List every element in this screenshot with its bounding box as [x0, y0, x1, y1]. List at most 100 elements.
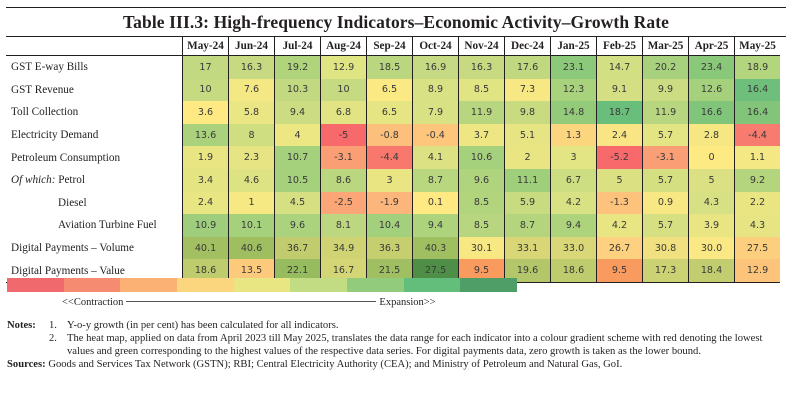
heatmap-cell: 5 [688, 168, 735, 192]
heatmap-cell: 4.6 [228, 168, 275, 192]
heatmap-cell: 8.5 [458, 191, 505, 215]
heatmap-cell: 4.3 [688, 191, 735, 215]
heatmap-cell: 13.6 [182, 123, 229, 147]
heatmap-cell: 4.2 [596, 214, 643, 237]
row-label: Aviation Turbine Fuel [6, 214, 183, 237]
heatmap-cell: 0 [688, 146, 735, 169]
row-label: Diesel [6, 192, 183, 215]
table-title-bar: Table III.3: High-frequency Indicators–E… [6, 7, 786, 37]
column-header: Dec-24 [504, 36, 551, 56]
table-row: Aviation Turbine Fuel 10.9 10.1 9.6 8.1 10.4 9… [6, 214, 780, 237]
heatmap-cell: 11.1 [504, 168, 551, 192]
heatmap-cell: 8.1 [320, 214, 367, 237]
heatmap-cell: 5.7 [642, 123, 689, 147]
heatmap-cell: 11.9 [642, 101, 689, 124]
legend-swatch [233, 278, 291, 292]
heatmap-cell: -5.2 [596, 146, 643, 169]
heatmap-cell: 3.6 [182, 101, 229, 124]
heatmap-cell: 1.3 [550, 123, 597, 147]
sources-text: Goods and Services Tax Network (GSTN); R… [48, 359, 623, 371]
heatmap-cell: 16.4 [734, 101, 780, 124]
row-label: Digital Payments – Volume [6, 237, 183, 260]
heatmap-cell: 18.4 [688, 259, 735, 283]
heatmap-cell: 12.6 [688, 78, 735, 102]
row-label-text: GST Revenue [11, 83, 74, 96]
heatmap-cell: 33.1 [504, 236, 551, 260]
heatmap-cell: 9.5 [458, 259, 505, 283]
table-row: GST Revenue 10 7.6 10.3 10 6.5 8.9 8.5 7.3 12.3 9.… [6, 78, 780, 102]
row-label: GST Revenue [6, 79, 183, 102]
heatmap-cell: 40.6 [228, 236, 275, 260]
heatmap-cell: 8.7 [412, 168, 459, 192]
heatmap-cell: 8 [228, 123, 275, 147]
heatmap-cell: -1.3 [596, 191, 643, 215]
row-label-text: Aviation Turbine Fuel [58, 219, 157, 232]
heatmap-cell: 22.1 [274, 259, 321, 283]
legend-dash-line [126, 300, 377, 302]
heatmap-cell: 9.4 [550, 214, 597, 237]
heatmap-cell: 12.9 [734, 259, 780, 283]
table-row: Digital Payments – Volume 40.1 40.6 36.7 34.… [6, 236, 780, 260]
heatmap-cell: 16.9 [412, 55, 459, 79]
sources-heading: Sources: [7, 359, 46, 371]
heatmap-cell: 3.4 [182, 168, 229, 192]
heatmap-cell: 9.6 [458, 168, 505, 192]
heatmap-cell: 36.7 [274, 236, 321, 260]
notes-heading: Notes: [7, 320, 36, 331]
heatmap-cell: -3.1 [320, 146, 367, 169]
note-item: 2. The heat map, applied on data from Ap… [7, 333, 787, 359]
row-label-text: Diesel [58, 196, 87, 209]
column-header: Jul-24 [274, 36, 321, 56]
column-header: Apr-25 [688, 36, 735, 56]
heatmap-cell: 10.4 [366, 214, 413, 237]
note-item: Notes: 1. Y-o-y growth (in per cent) has… [7, 320, 787, 333]
heatmap-cell: 9.4 [274, 101, 321, 124]
heatmap-cell: 0.1 [412, 191, 459, 215]
header-corner [6, 36, 183, 56]
column-header: May-24 [182, 36, 229, 56]
heatmap-cell: 20.2 [642, 55, 689, 79]
heatmap-cell: 7.9 [412, 101, 459, 124]
row-label: Toll Collection [6, 101, 183, 124]
heatmap-cell: 9.6 [274, 214, 321, 237]
legend-swatch [7, 278, 64, 292]
heatmap-cell: 12.3 [550, 78, 597, 102]
heatmap-cell: 9.9 [642, 78, 689, 102]
heatmap-cell: 16.4 [734, 78, 780, 102]
row-label-text: Petrol [58, 174, 85, 187]
legend-swatch [120, 278, 178, 292]
heatmap-cell: 23.1 [550, 55, 597, 79]
heatmap-cell: 2.4 [182, 191, 229, 215]
heatmap-cell: 10 [320, 78, 367, 102]
heatmap-cell: 4.1 [412, 146, 459, 169]
note-text: The heat map, applied on data from April… [67, 332, 763, 357]
legend-swatch [290, 278, 348, 292]
column-header: Oct-24 [412, 36, 459, 56]
column-header: Aug-24 [320, 36, 367, 56]
heatmap-cell: 26.7 [596, 236, 643, 260]
heatmap-cell: 10.9 [182, 214, 229, 237]
heatmap-cell: 5.9 [504, 191, 551, 215]
heatmap-cell: 9.1 [596, 78, 643, 102]
heatmap-cell: 9.2 [734, 168, 780, 192]
row-label: Of which: Petrol [6, 169, 183, 192]
heatmap-cell: 18.7 [596, 101, 643, 124]
heatmap-cell: 17.3 [642, 259, 689, 283]
legend-swatch [63, 278, 121, 292]
heatmap-cell: -3.1 [642, 146, 689, 169]
row-label: Digital Payments – Value [6, 259, 183, 283]
heatmap-cell: 34.9 [320, 236, 367, 260]
row-label-text: Toll Collection [11, 106, 79, 119]
heatmap-cell: 7.6 [228, 78, 275, 102]
heatmap-cell: 10.5 [274, 168, 321, 192]
row-label-prefix: Of which: [11, 174, 56, 187]
heatmap-cell: 1.9 [182, 146, 229, 169]
heatmap-cell: -5 [320, 123, 367, 147]
heatmap-cell: 33.0 [550, 236, 597, 260]
heatmap-cell: 40.1 [182, 236, 229, 260]
heatmap-cell: 13.5 [228, 259, 275, 283]
legend-caption: <<Contraction Expansion>> [62, 297, 436, 308]
heatmap-cell: 2.4 [596, 123, 643, 147]
heatmap-cell: -1.9 [366, 191, 413, 215]
heatmap-cell: 6.5 [366, 101, 413, 124]
